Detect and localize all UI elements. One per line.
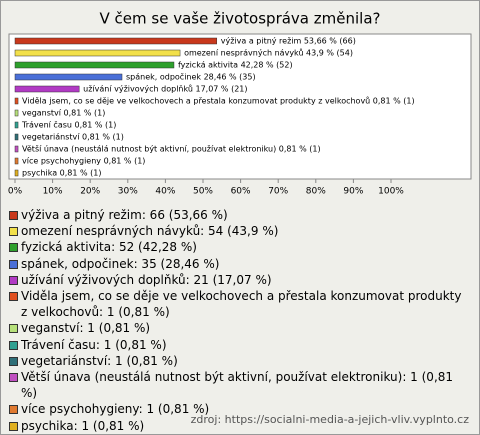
source: zdroj: https://socialni-media-a-jejich-v… — [190, 413, 469, 426]
legend-entry: Větší únava (neustálá nutnost být aktivn… — [9, 369, 469, 401]
legend-entry: Trávení času: 1 (0,81 %) — [9, 337, 469, 353]
legend-label: fyzická aktivita: 52 (42,28 %) — [21, 240, 197, 255]
x-tick-label: 90% — [343, 187, 363, 197]
bar — [14, 145, 19, 153]
bar — [14, 49, 181, 57]
legend-swatch — [9, 405, 18, 415]
bar — [14, 157, 19, 165]
bar — [14, 85, 80, 93]
legend-entry: psychika: 1 (0,81 %) — [9, 418, 469, 434]
bar-label: Větší únava (neustálá nutnost být aktivn… — [22, 144, 321, 154]
bar — [14, 109, 19, 117]
x-tick-label: 20% — [80, 187, 100, 197]
legend: výživa a pitný režim: 66 (53,66 %) omezen… — [9, 207, 469, 434]
bar-label: více psychohygieny 0,81 % (1) — [22, 157, 145, 166]
bar-label: omezení nesprávných návyků 43,9 % (54) — [184, 48, 353, 58]
x-tick-label: 60% — [231, 187, 251, 197]
bar-label: výživa a pitný režim 53,66 % (66) — [221, 37, 356, 46]
bar — [14, 37, 218, 45]
x-tick-label: 10% — [43, 187, 63, 197]
x-tick-label: 70% — [268, 187, 288, 197]
legend-swatch — [9, 292, 18, 302]
legend-entry: spánek, odpočinek: 35 (28,46 %) — [9, 256, 469, 272]
legend-label: užívání výživových doplňků: 21 (17,07 %) — [21, 272, 272, 287]
legend-swatch — [9, 340, 18, 350]
bar-label: Viděla jsem, co se děje ve velkochovech … — [22, 96, 415, 106]
bar — [14, 61, 175, 69]
legend-entry: Viděla jsem, co se děje ve velkochovech … — [9, 288, 469, 320]
legend-swatch — [9, 243, 18, 253]
x-tick-label: 40% — [155, 187, 175, 197]
x-tick-label: 80% — [306, 187, 326, 197]
legend-entry: vegetariánství: 1 (0,81 %) — [9, 353, 469, 369]
bar-label: spánek, odpočinek 28,46 % (35) — [126, 72, 256, 82]
legend-label: Trávení času: 1 (0,81 %) — [21, 337, 167, 352]
legend-entry: výživa a pitný režim: 66 (53,66 %) — [9, 207, 469, 223]
legend-swatch — [9, 211, 18, 220]
bar-label: užívání výživových doplňků 17,07 % (21) — [83, 84, 247, 94]
bar — [14, 73, 123, 81]
bar — [14, 169, 19, 177]
legend-entry: užívání výživových doplňků: 21 (17,07 %) — [9, 272, 469, 288]
bar-label: veganství 0,81 % (1) — [22, 109, 105, 118]
legend-swatch — [9, 259, 18, 269]
legend-swatch — [9, 421, 18, 431]
x-tick-label: 30% — [118, 187, 138, 197]
legend-label: Viděla jsem, co se děje ve velkochovech … — [21, 289, 462, 320]
legend-entry: omezení nesprávných návyků: 54 (43,9 %) — [9, 223, 469, 239]
chart-title: V čem se vaše životospráva změnila? — [100, 10, 381, 28]
legend-label: Větší únava (neustálá nutnost být aktivn… — [21, 370, 454, 401]
bar — [14, 133, 19, 141]
legend-label: výživa a pitný režim: 66 (53,66 %) — [21, 208, 228, 222]
bar-label: psychika 0,81 % (1) — [22, 169, 101, 178]
legend-swatch — [9, 227, 18, 237]
legend-swatch — [9, 373, 18, 383]
legend-swatch — [9, 356, 18, 366]
bar — [14, 97, 19, 105]
x-tick-label: 100% — [378, 187, 404, 197]
legend-entry: fyzická aktivita: 52 (42,28 %) — [9, 239, 469, 255]
legend-label: omezení nesprávných návyků: 54 (43,9 %) — [21, 224, 279, 239]
legend-entry: více psychohygieny: 1 (0,81 %) — [9, 401, 469, 417]
x-tick-label: 50% — [193, 187, 213, 197]
legend-label: více psychohygieny: 1 (0,81 %) — [21, 402, 210, 417]
legend-entry: veganství: 1 (0,81 %) — [9, 320, 469, 336]
bar-label: fyzická aktivita 42,28 % (52) — [178, 61, 293, 70]
bar-label: vegetariánství 0,81 % (1) — [22, 133, 124, 142]
legend-swatch — [9, 275, 18, 285]
plot-area — [8, 33, 472, 180]
bar — [14, 121, 19, 129]
legend-label: veganství: 1 (0,81 %) — [21, 321, 151, 336]
legend-swatch — [9, 324, 18, 334]
legend-label: spánek, odpočinek: 35 (28,46 %) — [21, 256, 220, 271]
legend-label: vegetariánství: 1 (0,81 %) — [21, 353, 178, 368]
plot: V čem se vaše životospráva změnila? 0% 10… — [8, 10, 472, 197]
x-tick-label: 0% — [8, 187, 23, 197]
bar-label: Trávení času 0,81 % (1) — [21, 120, 116, 130]
legend-label: psychika: 1 (0,81 %) — [21, 418, 145, 433]
